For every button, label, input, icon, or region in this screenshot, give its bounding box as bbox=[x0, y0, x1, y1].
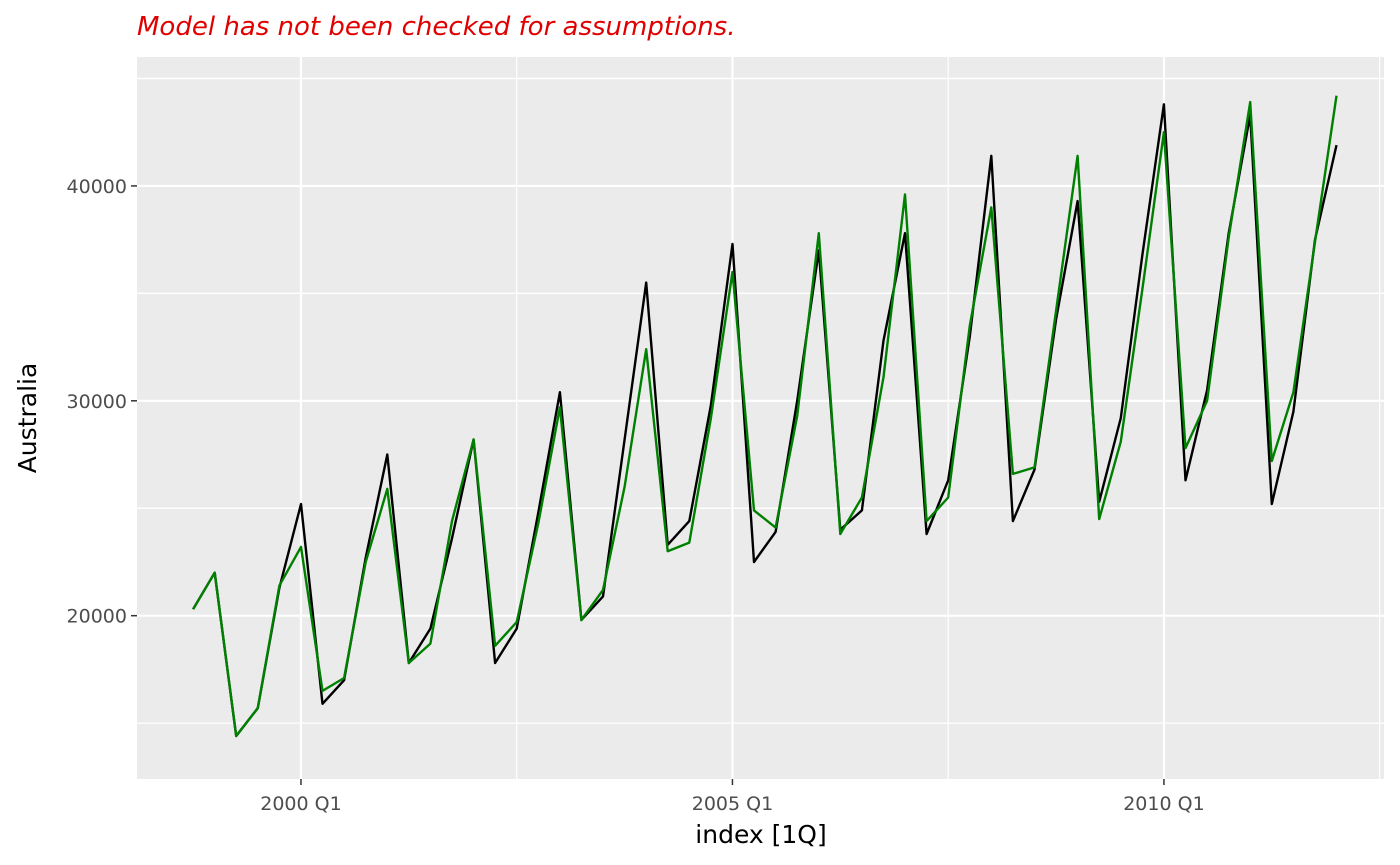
y-axis-title: Australia bbox=[13, 363, 42, 474]
x-tick-label: 2005 Q1 bbox=[692, 793, 773, 815]
y-axis: 20000 30000 40000 bbox=[67, 176, 137, 628]
x-tick-label: 2000 Q1 bbox=[260, 793, 341, 815]
major-gridlines bbox=[137, 57, 1384, 779]
x-axis-title: index [1Q] bbox=[695, 820, 826, 849]
y-tick-label: 40000 bbox=[67, 176, 127, 198]
series-line-black bbox=[192, 103, 1338, 738]
plot-panel bbox=[137, 57, 1384, 779]
series-layer bbox=[192, 95, 1338, 738]
minor-gridlines bbox=[137, 57, 1384, 779]
series-line-green bbox=[192, 95, 1338, 738]
y-tick-label: 30000 bbox=[67, 391, 127, 413]
chart-subtitle: Model has not been checked for assumptio… bbox=[137, 12, 735, 42]
x-tick-label: 2010 Q1 bbox=[1123, 793, 1204, 815]
x-axis: 2000 Q1 2005 Q1 2010 Q1 bbox=[260, 779, 1205, 815]
y-tick-label: 20000 bbox=[67, 606, 127, 628]
